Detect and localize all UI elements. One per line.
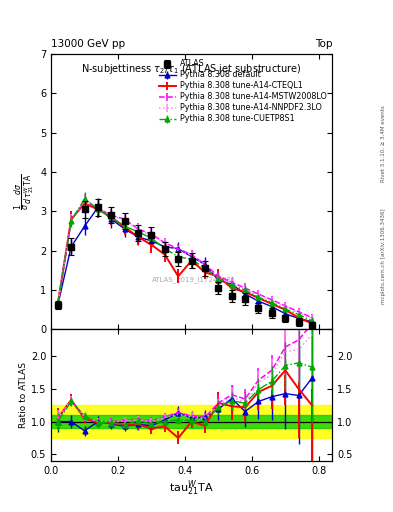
Text: ATLAS_2019_I1724098: ATLAS_2019_I1724098 (152, 276, 231, 283)
Y-axis label: $\frac{1}{\sigma}\frac{d\sigma}{d\,\tau_{21}^{W}\mathrm{TA}}$: $\frac{1}{\sigma}\frac{d\sigma}{d\,\tau_… (12, 174, 37, 210)
Text: 13000 GeV pp: 13000 GeV pp (51, 38, 125, 49)
X-axis label: tau$_{21}^{W}$TA: tau$_{21}^{W}$TA (169, 478, 214, 498)
Text: mcplots.cern.ch [arXiv:1306.3436]: mcplots.cern.ch [arXiv:1306.3436] (381, 208, 386, 304)
Text: N-subjettiness $\tau_2/\tau_1$ (ATLAS jet substructure): N-subjettiness $\tau_2/\tau_1$ (ATLAS je… (81, 62, 302, 76)
Text: Top: Top (314, 38, 332, 49)
Legend: ATLAS, Pythia 8.308 default, Pythia 8.308 tune-A14-CTEQL1, Pythia 8.308 tune-A14: ATLAS, Pythia 8.308 default, Pythia 8.30… (157, 58, 328, 125)
Y-axis label: Ratio to ATLAS: Ratio to ATLAS (19, 362, 28, 428)
Text: Rivet 3.1.10, ≥ 3.4M events: Rivet 3.1.10, ≥ 3.4M events (381, 105, 386, 182)
